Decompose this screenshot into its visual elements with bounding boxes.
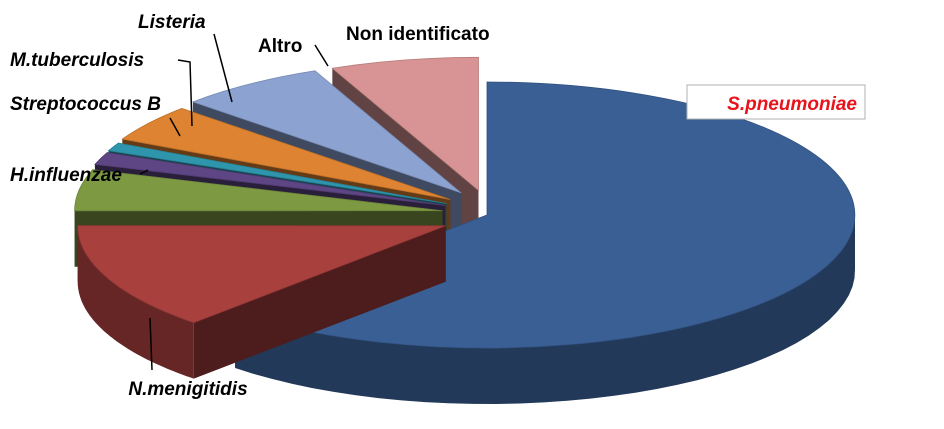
slice-top-2 [74, 169, 443, 212]
slice-label-1: N.menigitidis [128, 379, 247, 400]
slice-label-4: M.tuberculosis [10, 50, 144, 71]
leader-line-6 [314, 44, 329, 67]
leader-line-3 [169, 117, 181, 137]
slice-label-0: S.pneumoniae [727, 94, 857, 115]
slice-top-1 [77, 225, 446, 324]
slice-label-6: Altro [258, 36, 302, 57]
highlight-label-box [686, 84, 866, 120]
slice-top-6 [191, 70, 462, 194]
slice-side-0-0 [235, 213, 856, 404]
leader-line-4 [177, 59, 193, 127]
slice-top-4 [107, 142, 447, 204]
leader-line-5 [213, 33, 233, 103]
slice-labels: S.pneumoniae N.menigitidis H.influenzae Str… [10, 12, 866, 400]
slice-top-7 [331, 56, 479, 192]
pie-sides [74, 56, 856, 404]
leader-line-1 [149, 317, 153, 371]
slice-top-3 [94, 152, 445, 206]
slice-label-2: H.influenzae [10, 165, 122, 186]
slice-label-7: Non identificato [346, 24, 490, 45]
slice-label-3: Streptococcus B [10, 94, 161, 115]
leader-lines [139, 33, 329, 371]
leader-line-2 [139, 169, 149, 175]
slice-side-1-0 [77, 225, 194, 379]
slice-label-5: Listeria [138, 12, 206, 33]
slice-top-5 [121, 107, 451, 200]
